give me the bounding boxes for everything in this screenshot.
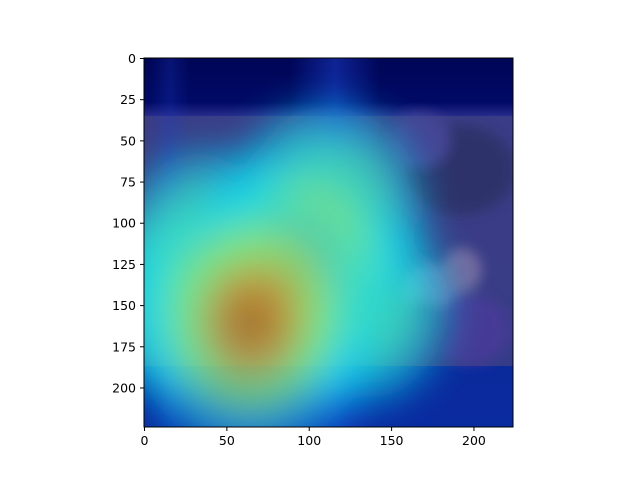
y-tick-label: 175	[112, 339, 136, 354]
x-tick-label: 50	[219, 433, 235, 448]
y-tick-label: 75	[120, 175, 136, 190]
heat-hotspot	[234, 303, 268, 340]
x-tick-label: 0	[141, 433, 149, 448]
y-tick-label: 150	[112, 298, 136, 313]
x-tick-label: 200	[462, 433, 486, 448]
y-tick-label: 50	[120, 133, 136, 148]
heat-layer	[144, 105, 449, 427]
x-axis: 0 50 100 150 200	[141, 427, 486, 448]
y-axis: 0 25 50 75 100 125 150 175 200	[112, 51, 144, 395]
axes-frame	[143, 57, 514, 428]
y-tick-label: 100	[112, 216, 136, 231]
x-tick-label: 100	[297, 433, 321, 448]
plot-area	[144, 58, 513, 427]
y-tick-label: 25	[120, 92, 136, 107]
y-tick-label: 125	[112, 257, 136, 272]
x-tick-label: 150	[380, 433, 404, 448]
y-tick-label: 200	[112, 380, 136, 395]
y-tick-label: 0	[128, 51, 136, 66]
